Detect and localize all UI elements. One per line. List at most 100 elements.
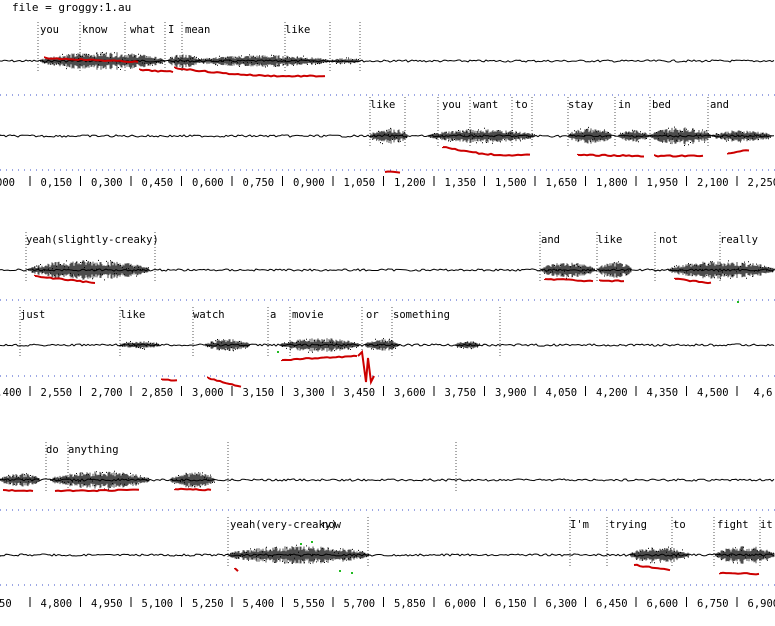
ruler-tick-label: 6,300 <box>546 598 578 610</box>
waveform-stipple <box>170 472 215 488</box>
pitch-track <box>633 563 671 572</box>
word-label: a <box>270 309 276 321</box>
waveform-stipple <box>618 129 649 143</box>
waveform-burst <box>50 471 150 489</box>
pitch-track <box>599 279 625 283</box>
ruler-tick-label: 5,250 <box>192 598 224 610</box>
waveform-stipple <box>365 338 400 350</box>
waveform-stipple <box>228 544 369 564</box>
pitch-track <box>174 66 326 78</box>
pitch-track <box>727 149 750 155</box>
word-label: I <box>168 24 174 36</box>
word-label: like <box>370 99 395 111</box>
word-label: do <box>46 444 59 456</box>
pitch-track <box>174 487 212 492</box>
ruler-tick-label: 4,800 <box>41 598 73 610</box>
ruler-tick-label: 1,500 <box>495 177 527 189</box>
word-label: fight <box>717 519 749 531</box>
pitch-track <box>234 567 239 572</box>
track-2: like you want to stay in bed and <box>0 97 775 174</box>
word-label: like <box>120 309 145 321</box>
word-label: bed <box>652 99 671 111</box>
word-label: now <box>322 519 342 531</box>
pitch-track <box>207 376 242 388</box>
word-label: mean <box>185 24 210 36</box>
word-label: really <box>720 234 758 246</box>
ruler-tick-label: 4,6 <box>754 387 773 399</box>
word-label: trying <box>609 519 647 531</box>
ruler-tick-label: 1,950 <box>647 177 679 189</box>
waveform-stipple <box>205 339 250 352</box>
pitch-spike <box>357 349 375 386</box>
ruler-tick-label: 2,550 <box>41 387 73 399</box>
ruler-tick-label: 3,000 <box>192 387 224 399</box>
ruler-tick-label: 1,350 <box>445 177 477 189</box>
ruler-tick-label: 4,350 <box>647 387 679 399</box>
ruler-tick-label: 6,000 <box>445 598 477 610</box>
track-6: yeah(very-creaky)now I'm trying to fight it <box>0 517 775 586</box>
waveform-stipple <box>120 341 159 350</box>
word-label: watch <box>193 309 225 321</box>
time-ruler-2: 2,400 2,550 2,700 2,850 3,000 3,150 3,300 3,450… <box>0 386 773 399</box>
ruler-tick-label: 1,050 <box>344 177 376 189</box>
word-label: yeah(very-creaky) <box>230 519 337 531</box>
track-5: do anything <box>0 442 775 511</box>
ruler-tick-label: 0,450 <box>142 177 174 189</box>
waveform-stipple <box>50 470 149 491</box>
word-label: to <box>515 99 528 111</box>
waveform-stipple <box>168 55 199 68</box>
waveform-burst <box>618 130 650 142</box>
pitch-track <box>384 170 401 174</box>
pitch-track <box>54 488 140 493</box>
pitch-track <box>2 488 34 493</box>
word-label: what <box>130 24 155 36</box>
ruler-tick-label: 4,050 <box>546 387 578 399</box>
ruler-tick-label: 1,200 <box>394 177 426 189</box>
word-label: just <box>20 309 45 321</box>
waveform-stipple <box>540 263 595 279</box>
word-label: you <box>40 24 59 36</box>
marker-dot <box>351 572 353 574</box>
word-label: you <box>442 99 461 111</box>
waveform-stipple <box>650 126 711 146</box>
waveform-stipple <box>568 126 611 142</box>
ruler-tick-label: 3,900 <box>495 387 527 399</box>
pitch-track <box>161 378 178 382</box>
ruler-tick-label: 6,600 <box>647 598 679 610</box>
pitch-track <box>281 354 358 362</box>
marker-dot <box>300 543 302 545</box>
word-label: yeah(slightly-creaky) <box>26 234 159 246</box>
track-4: just like watch a movie or something <box>0 307 775 388</box>
ruler-tick-label: 000 <box>0 177 15 189</box>
pitch-track <box>34 274 96 284</box>
word-label: like <box>597 234 622 246</box>
waveform-burst <box>280 338 360 352</box>
waveform-burst <box>428 129 535 143</box>
marker-dot <box>311 541 313 543</box>
word-label: I'm <box>570 519 589 531</box>
ruler-tick-label: 3,150 <box>243 387 275 399</box>
ruler-tick-label: 5,400 <box>243 598 275 610</box>
ruler-tick-label: 6,150 <box>495 598 527 610</box>
waveform-stipple <box>195 54 330 68</box>
waveform-burst <box>650 127 712 145</box>
pitch-track <box>577 153 644 158</box>
word-label: stay <box>568 99 593 111</box>
ruler-tick-label: 0,750 <box>243 177 275 189</box>
ruler-tick-label: 50 <box>0 598 12 610</box>
ruler-tick-label: 1,650 <box>546 177 578 189</box>
ruler-tick-label: 2,250 <box>748 177 775 189</box>
waveform-burst <box>0 473 40 487</box>
waveform-burst <box>668 261 775 279</box>
pitch-track <box>44 56 139 63</box>
waveform-stipple <box>455 341 480 350</box>
ruler-tick-label: 2,850 <box>142 387 174 399</box>
waveform-stipple <box>0 473 39 485</box>
pitch-track <box>544 278 594 283</box>
ruler-tick-label: 2,100 <box>697 177 729 189</box>
waveform-stipple <box>428 127 535 144</box>
pitch-track <box>674 277 712 285</box>
word-label: or <box>366 309 379 321</box>
